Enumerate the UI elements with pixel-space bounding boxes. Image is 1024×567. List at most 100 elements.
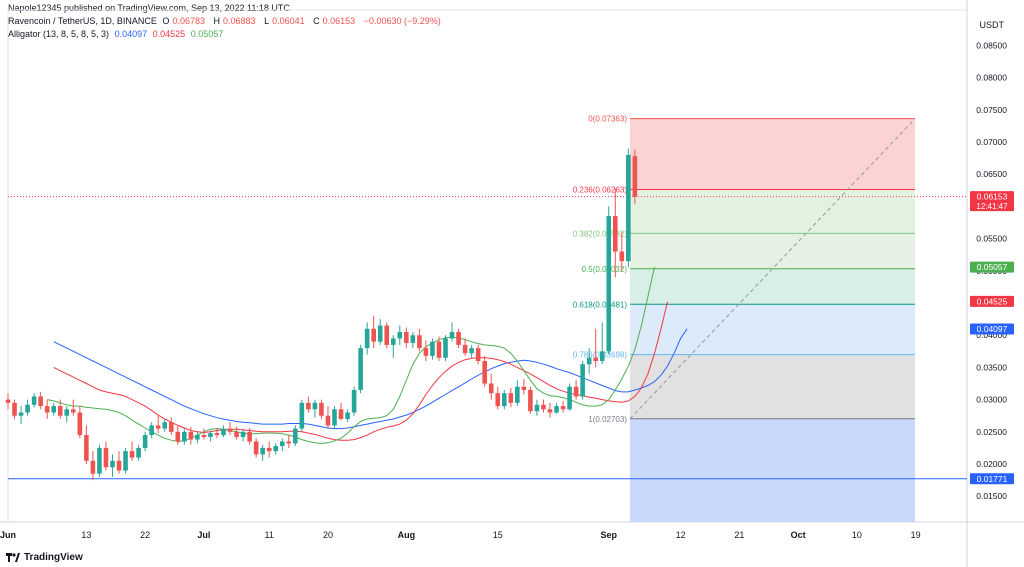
candle-body	[273, 446, 279, 452]
x-tick-label: 11	[265, 530, 274, 540]
candle-body	[462, 344, 468, 354]
candle-body	[619, 251, 625, 262]
y-tick-label: 0.04000	[976, 330, 1007, 340]
fib-extension-zone	[630, 418, 915, 522]
x-tick-label: 19	[911, 530, 921, 540]
horizontal-line-badge-label: 0.01771	[977, 474, 1008, 484]
y-tick-label: 0.08000	[976, 73, 1007, 83]
x-tick-label: 12	[676, 530, 686, 540]
alligator-label[interactable]: Alligator (13, 8, 5, 8, 5, 3)	[8, 29, 110, 39]
candle-body	[44, 406, 50, 413]
publisher-line: Napole12345 published on TradingView.com…	[8, 3, 290, 13]
candle-body	[593, 357, 598, 361]
y-tick-label: 0.08500	[976, 40, 1007, 50]
candle-body	[64, 409, 70, 416]
fib-level-label: 1(0.02703)	[588, 415, 627, 424]
candle-body	[495, 393, 501, 407]
x-tick-label: Oct	[791, 530, 806, 540]
candle-body	[38, 396, 43, 407]
candle-body	[234, 431, 239, 437]
candle-body	[501, 393, 507, 407]
candle-body	[266, 447, 272, 452]
fib-zone	[630, 268, 915, 305]
candle-body	[397, 332, 403, 339]
candle-body	[475, 348, 481, 361]
high-value: 0.06883	[223, 16, 256, 26]
alligator-lips-value: 0.05057	[190, 29, 224, 39]
candle-body	[436, 341, 442, 358]
fib-zone	[630, 304, 915, 355]
candle-body	[57, 406, 63, 416]
candle-body	[260, 447, 265, 455]
horizontal-line-badge	[970, 473, 1014, 485]
candle-body	[534, 404, 540, 412]
low-value: 0.06041	[272, 16, 305, 26]
candle-body	[560, 406, 566, 410]
candle-body	[293, 428, 298, 444]
x-tick-label: Jul	[197, 530, 210, 540]
alligator-jaw-value: 0.04097	[114, 29, 148, 39]
candle-body	[312, 402, 318, 410]
alligator-teeth-value: 0.04525	[152, 29, 186, 39]
candles	[5, 148, 638, 481]
candle-body	[227, 428, 233, 432]
x-tick-label: 20	[323, 530, 333, 540]
candle-body	[632, 156, 638, 197]
y-tick-label: 0.07500	[976, 105, 1007, 115]
candle-body	[175, 431, 181, 442]
candle-body	[77, 412, 83, 436]
symbol-name[interactable]: Ravencoin / TetherUS, 1D, BINANCE	[8, 16, 157, 26]
y-tick-label: 0.06500	[976, 169, 1007, 179]
candle-body	[541, 404, 546, 410]
candle-body	[528, 389, 533, 412]
alligator-teeth-line	[53, 301, 668, 441]
candle-body	[371, 328, 376, 342]
fib-level-label: 0(0.07363)	[588, 115, 627, 124]
currency-label: USDT	[980, 20, 1005, 30]
alligator-jaw-line	[53, 328, 688, 430]
candle-body	[423, 348, 429, 356]
candle-body	[136, 447, 141, 458]
price-axis-badge-label: 0.05057	[977, 262, 1008, 272]
open-value: 0.06783	[172, 16, 205, 26]
fib-zone	[630, 354, 915, 419]
candle-body	[306, 402, 311, 410]
candle-body	[515, 386, 520, 403]
y-tick-label: 0.03500	[976, 362, 1007, 372]
candle-body	[155, 425, 161, 429]
price-axis-badge	[970, 261, 1014, 273]
candle-body	[345, 412, 350, 419]
candle-body	[430, 341, 435, 356]
candle-body	[18, 412, 24, 416]
candle-body	[449, 332, 455, 339]
candle-body	[247, 431, 252, 442]
fib-zone	[630, 118, 915, 190]
candle-body	[25, 404, 30, 413]
candle-body	[286, 441, 292, 444]
price-axis-badge-label: 0.04525	[977, 296, 1008, 306]
candle-body	[97, 447, 102, 474]
y-tick-label: 0.01500	[976, 491, 1007, 501]
candle-body	[384, 325, 390, 345]
symbol-ohlc-line: Ravencoin / TetherUS, 1D, BINANCE O 0.067…	[8, 16, 444, 26]
fib-zone	[630, 189, 915, 234]
candle-body	[580, 364, 585, 397]
x-tick-label: 15	[493, 530, 503, 540]
fib-level-label: 0.236(0.06263)	[573, 185, 628, 194]
fib-retracement: 0(0.07363) 0.236(0.06263) 0.382(0.05582) 0.…	[573, 115, 916, 522]
candle-body	[208, 433, 213, 437]
x-tick-label: 10	[852, 530, 862, 540]
candle-body	[182, 431, 187, 442]
candle-body	[110, 460, 115, 468]
close-value: 0.06153	[322, 16, 356, 26]
price-axis-badge	[970, 191, 1014, 212]
candle-body	[417, 335, 422, 349]
candle-body	[142, 435, 148, 448]
close-label: C	[313, 16, 320, 26]
candle-body	[195, 435, 200, 440]
tradingview-logo-icon	[6, 553, 20, 562]
price-axis-badge-label: 0.06153	[977, 192, 1008, 202]
x-tick-label: 21	[734, 530, 744, 540]
candle-body	[31, 396, 37, 405]
